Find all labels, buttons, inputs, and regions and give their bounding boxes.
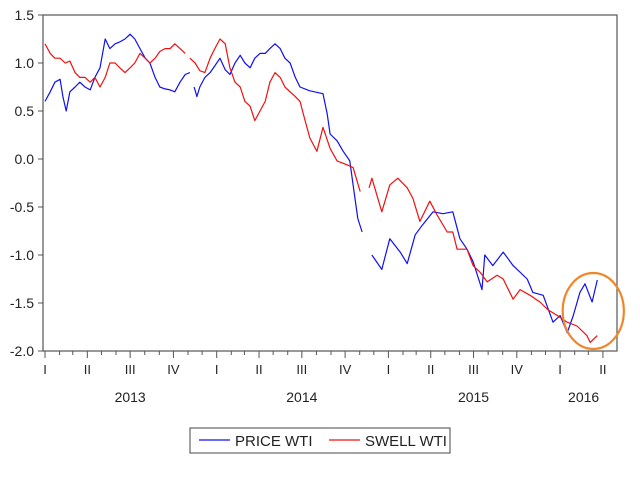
axes: 1.51.00.50.0-0.5-1.0-1.5-2.0I II III IV I II I… [10, 7, 607, 405]
legend: PRICE WTI SWELL WTI [189, 427, 451, 454]
x-quarter-label: IV [511, 362, 524, 377]
y-tick-label: 1.0 [15, 55, 35, 71]
x-quarter-label: IV [167, 362, 180, 377]
legend-label-price-wti: PRICE WTI [235, 433, 313, 450]
x-year-label: 2013 [115, 389, 146, 405]
x-quarter-label: II [84, 362, 91, 377]
legend-label-swell-wti: SWELL WTI [365, 433, 447, 450]
y-tick-label: -2.0 [10, 343, 34, 359]
x-quarter-label: I [558, 362, 562, 377]
highlight-ellipse [561, 271, 625, 351]
series-line-price-wti [44, 33, 598, 334]
x-quarter-label: III [296, 362, 307, 377]
y-tick-label: -0.5 [10, 199, 34, 215]
x-quarter-label: III [468, 362, 479, 377]
y-tick-label: 1.5 [15, 7, 35, 23]
y-tick-label: -1.5 [10, 295, 34, 311]
x-quarter-label: I [43, 362, 47, 377]
x-quarter-label: III [125, 362, 136, 377]
plot-frame [42, 14, 618, 352]
x-quarter-label: II [599, 362, 606, 377]
x-year-label: 2014 [286, 389, 317, 405]
x-quarter-label: I [387, 362, 391, 377]
x-quarter-label: I [215, 362, 219, 377]
x-year-label: 2016 [568, 389, 599, 405]
y-tick-label: -1.0 [10, 247, 34, 263]
x-quarter-label: II [255, 362, 262, 377]
series-line-swell-wti [44, 38, 598, 343]
y-tick-label: 0.0 [15, 151, 35, 167]
x-year-label: 2015 [458, 389, 489, 405]
x-quarter-label: IV [339, 362, 352, 377]
x-quarter-label: II [427, 362, 434, 377]
legend-box [189, 427, 451, 454]
y-tick-label: 0.5 [15, 103, 35, 119]
series-group [44, 33, 598, 343]
